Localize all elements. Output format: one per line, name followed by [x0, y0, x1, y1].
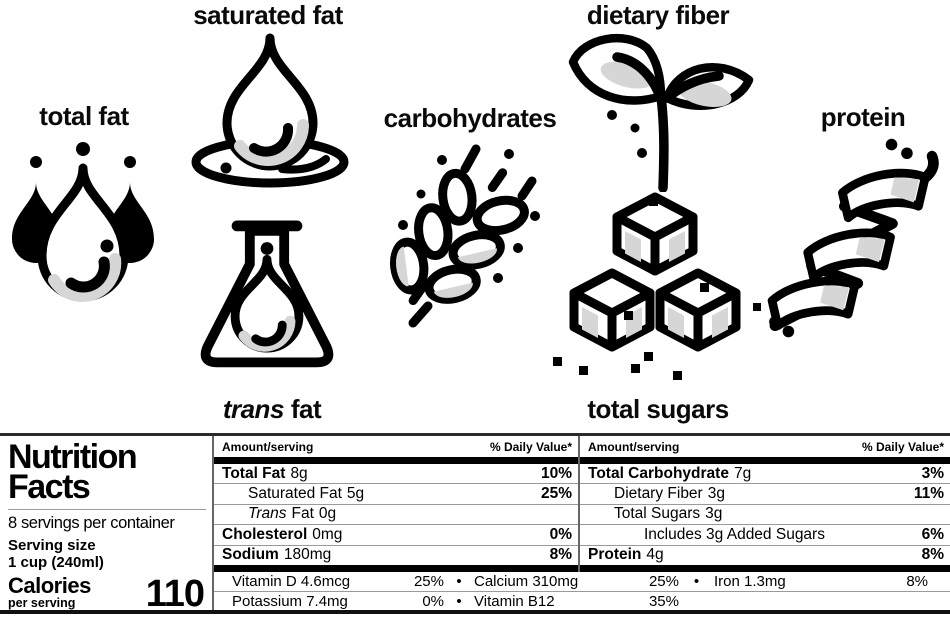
nutrient-amount: 4g [646, 546, 664, 564]
trans-fat-label-italic: trans [222, 394, 285, 424]
micronutrient-name: Potassium 7.4mg [232, 592, 348, 610]
nutrient-row-trans-fat: Trans Fat 0g [214, 503, 578, 524]
micronutrient-dv: 8% [906, 572, 928, 590]
nutrient-dv: 3% [921, 464, 944, 482]
nutrient-row-added-sugars: Includes 3g Added Sugars 6% [580, 524, 950, 544]
column-header: Amount/serving % Daily Value* [214, 436, 578, 457]
carbohydrates-label: carbohydrates [383, 103, 557, 133]
nutrient-name: Includes 3g Added Sugars [644, 525, 825, 543]
nutrition-facts-table: Amount/serving % Daily Value* Total Fat 8… [212, 436, 950, 610]
nutrient-row-sodium: Sodium 180mg 8% [214, 544, 578, 565]
nutrient-dv: 11% [913, 485, 944, 503]
calories-value: 110 [145, 573, 205, 614]
micronutrient-name: Iron 1.3mg [714, 572, 786, 590]
nutrient-row-cholesterol: Cholesterol 0mg 0% [214, 524, 578, 544]
daily-value-header: % Daily Value* [861, 440, 944, 454]
total-fat-icon [12, 142, 154, 302]
dietary-fiber-icon [568, 33, 754, 192]
nutrient-row-dietary-fiber: Dietary Fiber 3g 11% [580, 483, 950, 503]
micronutrient-dv: 25% [648, 572, 679, 590]
nutrient-name: Total Fat [222, 464, 286, 482]
nutrient-dv: 8% [549, 546, 572, 564]
nutrient-amount: 0mg [312, 525, 343, 543]
nutrient-name: Total Carbohydrate [588, 464, 729, 482]
carbohydrates-icon [390, 144, 540, 328]
serving-size-label: Serving size [8, 537, 96, 554]
thick-bar [214, 457, 578, 464]
trans-fat-label: trans fat [222, 394, 322, 425]
serving-size-value: 1 cup (240ml) [8, 554, 104, 571]
column-header: Amount/serving % Daily Value* [580, 436, 950, 457]
nutrient-amount: 180mg [283, 546, 332, 564]
trans-fat-label-rest: fat [290, 394, 322, 424]
daily-value-header: % Daily Value* [489, 440, 572, 454]
thick-bar [214, 564, 578, 572]
thick-bar [580, 457, 950, 464]
saturated-fat-label: saturated fat [193, 0, 343, 30]
calories-label: Calories [8, 573, 91, 598]
micronutrient-dv: 25% [413, 572, 444, 590]
micronutrient-name: Calcium 310mg [474, 572, 579, 590]
nutrients-column-left: Amount/serving % Daily Value* Total Fat 8… [214, 436, 580, 572]
nutrition-facts-brand-column: Nutrition Facts 8 servings per container… [0, 436, 212, 610]
protein-label: protein [820, 102, 906, 132]
nutrient-name: Dietary Fiber [614, 485, 703, 503]
nutrient-name: Total Sugars [614, 505, 701, 523]
micronutrient-dv: 35% [648, 592, 679, 610]
nutrient-name: Protein [588, 546, 642, 564]
nutrient-name: Fat [291, 505, 314, 523]
serving-size: Serving size 1 cup (240ml) [8, 537, 206, 571]
protein-icon [767, 138, 939, 338]
bullet-separator: • [456, 572, 462, 590]
nutrient-name: Cholesterol [222, 525, 308, 543]
nutrient-amount: 7g [733, 464, 752, 482]
servings-per-container: 8 servings per container [8, 514, 175, 532]
title-line-2: Facts [8, 468, 91, 506]
nutrient-dv: 0% [549, 525, 572, 543]
nutrient-amount: 8g [290, 464, 308, 482]
total-sugars-label: total sugars [587, 394, 729, 424]
nutrient-row-saturated-fat: Saturated Fat 5g 25% [214, 483, 578, 503]
thick-bar [580, 564, 950, 572]
nutrient-amount: 3g [705, 505, 723, 523]
nutrient-name: Sodium [222, 546, 279, 564]
nutrient-row-total-fat: Total Fat 8g 10% [214, 464, 578, 483]
nutrient-amount: 3g [707, 485, 725, 503]
nutrient-dv: 25% [540, 485, 572, 503]
amount-header: Amount/serving [588, 440, 680, 454]
nutrient-amount: 5g [346, 485, 365, 503]
nutrient-row-protein: Protein 4g 8% [580, 544, 950, 565]
nutrition-facts-title: Nutrition Facts [8, 437, 206, 506]
nutrients-column-right: Amount/serving % Daily Value* Total Carb… [580, 436, 950, 572]
micronutrients-row-2: Potassium 7.4mg 0% • Vitamin B12 35% [214, 590, 950, 610]
bullet-separator: • [693, 572, 700, 590]
bullet-separator: • [456, 592, 462, 610]
total-sugars-icon [553, 192, 761, 380]
calories-sublabel: per serving [8, 596, 76, 610]
amount-header: Amount/serving [222, 440, 314, 454]
divider [8, 509, 206, 510]
nutrient-row-total-carbohydrate: Total Carbohydrate 7g 3% [580, 464, 950, 483]
dietary-fiber-label: dietary fiber [586, 0, 730, 30]
nutrient-row-total-sugars: Total Sugars 3g [580, 503, 950, 524]
micronutrients-row-1: Vitamin D 4.6mcg 25% • Calcium 310mg 25%… [214, 572, 950, 591]
saturated-fat-icon [191, 33, 349, 188]
nutrient-dv: 6% [921, 525, 944, 543]
micronutrient-name: Vitamin D 4.6mcg [232, 572, 351, 590]
nutrient-amount: 0g [318, 505, 337, 523]
nutrient-name: Saturated Fat [248, 485, 342, 503]
nutrient-name-italic: Trans [248, 505, 287, 523]
nutrient-dv: 8% [921, 546, 944, 564]
trans-fat-icon [200, 220, 334, 368]
micronutrient-name: Vitamin B12 [474, 592, 555, 610]
nutrient-dv: 10% [540, 464, 572, 482]
total-fat-label: total fat [39, 101, 129, 131]
micronutrients-section: Vitamin D 4.6mcg 25% • Calcium 310mg 25%… [214, 572, 950, 610]
micronutrient-dv: 0% [422, 592, 444, 610]
nutrition-facts-panel: Nutrition Facts 8 servings per container… [0, 433, 950, 614]
title-line-1: Nutrition [8, 438, 138, 476]
calories-block: Calories per serving 110 [8, 573, 206, 614]
